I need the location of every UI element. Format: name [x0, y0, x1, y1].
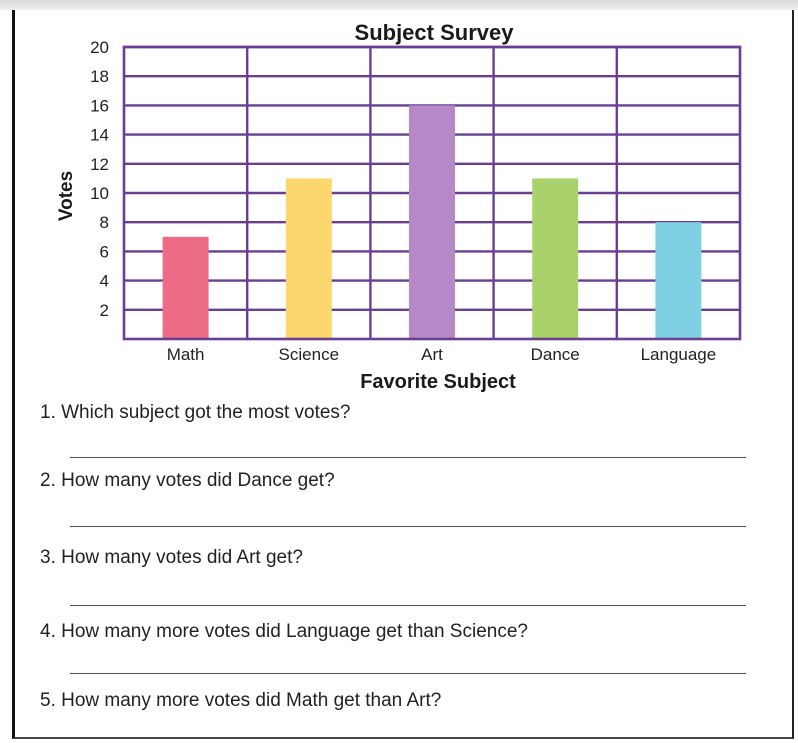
bar-art — [409, 105, 455, 340]
bar-science — [285, 178, 332, 339]
question-5: 5. How many more votes did Math get than… — [40, 690, 442, 711]
y-tick-label: 6 — [100, 242, 109, 261]
answer-line-1[interactable] — [70, 457, 746, 458]
x-tick-label: Language — [641, 345, 717, 364]
bars-layer — [162, 105, 702, 340]
chart-svg: Subject Survey Votes Favorite Subject 2 4… — [56, 20, 742, 393]
y-tick-label: 18 — [90, 67, 109, 86]
y-tick-label: 12 — [90, 155, 109, 174]
bar-math — [162, 236, 209, 339]
y-tick-label: 2 — [100, 301, 109, 320]
question-2: 2. How many votes did Dance get? — [40, 470, 335, 491]
worksheet-frame — [12, 10, 794, 739]
x-tick-label: Science — [279, 345, 339, 364]
x-tick-label: Dance — [531, 345, 580, 364]
plot-border — [122, 45, 742, 341]
answer-line-3[interactable] — [70, 605, 746, 606]
y-tick-label: 8 — [100, 213, 109, 232]
answer-line-4[interactable] — [70, 673, 746, 674]
y-tick-label: 16 — [90, 96, 109, 115]
grid-frame-layer — [122, 45, 742, 341]
window-top-strip — [0, 0, 798, 10]
category-label-layer: Math Science Art Dance Language — [167, 345, 717, 364]
x-axis-label: Favorite Subject — [360, 371, 516, 393]
bar-chart: Subject Survey Votes Favorite Subject 2 4… — [56, 20, 742, 393]
bar-dance — [532, 178, 579, 339]
question-3: 3. How many votes did Art get? — [40, 547, 303, 568]
y-tick-layer: 2 4 6 8 10 12 14 16 18 20 — [90, 38, 109, 320]
x-tick-label: Art — [421, 345, 443, 364]
chart-title: Subject Survey — [355, 20, 515, 45]
y-tick-label: 4 — [100, 272, 109, 291]
question-4: 4. How many more votes did Language get … — [40, 621, 528, 642]
x-tick-label: Math — [167, 345, 205, 364]
y-tick-label: 14 — [90, 126, 109, 145]
y-tick-label: 10 — [90, 184, 109, 203]
answer-line-2[interactable] — [70, 526, 746, 527]
y-tick-label: 20 — [90, 38, 109, 57]
y-axis-label: Votes — [56, 171, 77, 221]
question-1: 1. Which subject got the most votes? — [40, 402, 351, 423]
bar-language — [655, 222, 702, 339]
